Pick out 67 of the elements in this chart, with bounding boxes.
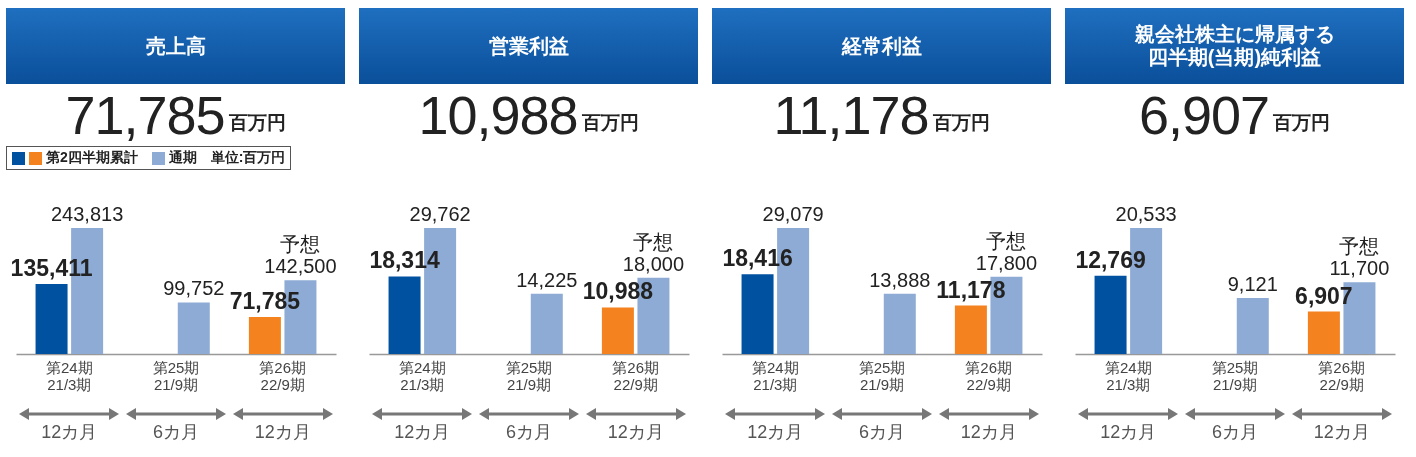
x-tick-label: 第26期 22/9期 (965, 358, 1013, 393)
legend-title: 単位:百万円 (210, 149, 286, 167)
data-label: 18,314 (369, 247, 440, 274)
data-label: 29,762 (409, 203, 471, 225)
text: 6カ月 (1211, 422, 1259, 442)
x-tick-label: 第26期 22/9期 (259, 358, 307, 393)
x-tick-label: 第26期 22/9期 (1318, 358, 1366, 393)
x-tick-label: 第26期 22/9期 (612, 358, 660, 393)
data-label: 99,752 (163, 277, 225, 300)
x-tick-label: 第24期 21/3期 (751, 358, 799, 393)
x-tick-label: 第25期 21/9期 (152, 358, 200, 393)
x-tick-label: 第24期 21/3期 (1104, 358, 1152, 393)
data-label: 12,769 (1075, 246, 1146, 273)
bar (1307, 311, 1340, 354)
x-tick-label: 第24期 21/3期 (45, 358, 93, 393)
bar (388, 276, 421, 354)
bar (248, 316, 281, 354)
legend-label: 通期 (168, 149, 197, 167)
text: 12カ月 (1099, 422, 1158, 442)
data-label: 14,225 (516, 268, 578, 291)
data-label: 243,813 (50, 203, 124, 225)
x-tick-label: 第25期 21/9期 (858, 358, 906, 393)
data-label: 18,416 (722, 245, 793, 272)
bar (35, 284, 68, 354)
data-label: 142,500 (264, 255, 337, 278)
bar (883, 293, 916, 354)
data-label: 10,988 (582, 278, 654, 305)
text: 6カ月 (858, 422, 906, 442)
data-label: 18,000 (622, 252, 685, 275)
chart-title: 売上高 (145, 34, 206, 58)
text: 6カ月 (505, 422, 553, 442)
data-label: 6,907 (1295, 282, 1353, 309)
text: 12カ月 (1312, 422, 1371, 442)
x-tick-label: 第25期 21/9期 (1211, 358, 1259, 393)
data-label: 135,411 (10, 255, 93, 282)
legend-label: 第2四半期累計 (46, 149, 138, 167)
x-tick-label: 第25期 21/9期 (505, 358, 553, 393)
chart-title: 経常利益 (841, 34, 922, 58)
annotation: 予想 (280, 233, 321, 256)
x-tick-label: 第24期 21/3期 (398, 358, 446, 393)
bar (530, 293, 563, 354)
chart-title: 親会社株主に帰属する四半期(当期)純利益 (1133, 23, 1336, 69)
bar (954, 305, 987, 354)
text: 6カ月 (152, 422, 200, 442)
data-label: 71,785 (229, 287, 301, 314)
data-label: 11,700 (1329, 257, 1390, 280)
text: 12カ月 (40, 422, 99, 442)
data-label: 11,178 (936, 276, 1006, 303)
data-label: 29,079 (762, 203, 824, 225)
data-label: 20,533 (1115, 203, 1177, 225)
chart-title: 営業利益 (488, 34, 569, 58)
bar (601, 307, 634, 354)
bar (177, 302, 210, 354)
data-label: 17,800 (975, 251, 1038, 274)
data-label: 13,888 (869, 268, 931, 291)
bar (1094, 275, 1127, 354)
text: 12カ月 (959, 422, 1018, 442)
text: 12カ月 (746, 422, 805, 442)
annotation: 予想 (633, 230, 674, 253)
bar (741, 274, 774, 354)
text: 12カ月 (253, 422, 312, 442)
data-label: 9,121 (1227, 273, 1278, 296)
annotation: 予想 (986, 229, 1027, 252)
annotation: 予想 (1339, 235, 1380, 258)
text: 12カ月 (606, 422, 665, 442)
text: 12カ月 (393, 422, 452, 442)
bar (1236, 298, 1269, 354)
